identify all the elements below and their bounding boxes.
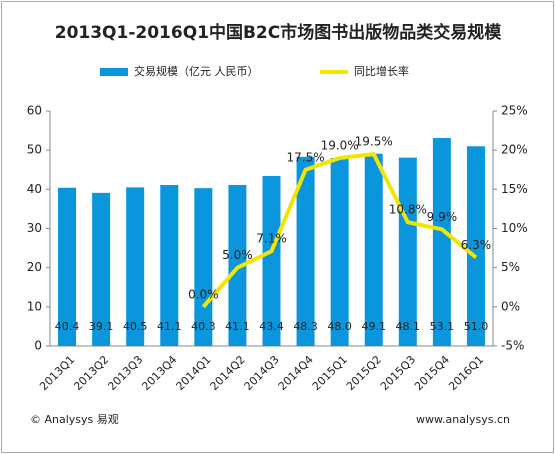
y2-tick-label: 10% (501, 221, 528, 235)
bar (92, 192, 111, 346)
bar (330, 158, 349, 346)
bar (296, 156, 315, 346)
y2-tick-label: 20% (501, 143, 528, 157)
line-value-label: 0.0% (188, 287, 219, 301)
chart-title: 2013Q1-2016Q1中国B2C市场图书出版物品类交易规模 (55, 22, 503, 43)
line-value-label: 7.1% (256, 232, 287, 246)
line-value-label: 19.5% (355, 135, 393, 149)
bar (126, 187, 145, 346)
bar (194, 188, 213, 346)
footer-left: © Analysys 易观 (30, 413, 119, 426)
y-tick-label: 50 (27, 143, 42, 157)
y-tick-label: 20 (27, 260, 42, 274)
bar-value-label: 49.1 (361, 320, 386, 333)
bar-value-label: 48.3 (293, 320, 318, 333)
line-value-label: 9.9% (427, 210, 458, 224)
bar-value-label: 51.0 (464, 320, 489, 333)
bar-value-label: 43.4 (259, 320, 284, 333)
y-tick-label: 60 (27, 104, 42, 118)
y2-tick-label: 15% (501, 182, 528, 196)
y-tick-label: 10 (27, 299, 42, 313)
bar-value-label: 41.1 (157, 320, 182, 333)
y2-tick-label: -5% (501, 339, 524, 353)
line-value-label: 19.0% (321, 139, 359, 153)
line-value-label: 10.8% (389, 203, 427, 217)
footer-right: www.analysys.cn (416, 413, 510, 426)
bar-value-label: 48.0 (327, 320, 352, 333)
bar-value-label: 41.1 (225, 320, 250, 333)
bar-value-label: 48.1 (396, 320, 421, 333)
line-value-label: 6.3% (461, 238, 492, 252)
bar-value-label: 40.4 (55, 320, 80, 333)
bar-value-label: 40.3 (191, 320, 216, 333)
bar (466, 146, 485, 346)
y2-tick-label: 25% (501, 104, 528, 118)
bar (262, 176, 281, 346)
line-value-label: 5.0% (222, 248, 253, 262)
y-tick-label: 30 (27, 221, 42, 235)
y-tick-label: 0 (34, 339, 42, 353)
y-tick-label: 40 (27, 182, 42, 196)
y2-tick-label: 0% (501, 299, 520, 313)
bar (432, 138, 451, 346)
legend-swatch (100, 68, 128, 76)
bar-value-label: 39.1 (89, 320, 114, 333)
y2-tick-label: 5% (501, 260, 520, 274)
legend-label: 同比增长率 (354, 64, 409, 78)
bar-value-label: 40.5 (123, 320, 148, 333)
bar (160, 185, 179, 346)
line (201, 152, 478, 309)
bar (398, 157, 417, 346)
legend-label: 交易规模（亿元 人民币） (134, 64, 259, 78)
bar (58, 187, 77, 346)
bar-value-label: 53.1 (430, 320, 455, 333)
bar (364, 153, 383, 346)
line-value-label: 17.5% (287, 150, 325, 164)
